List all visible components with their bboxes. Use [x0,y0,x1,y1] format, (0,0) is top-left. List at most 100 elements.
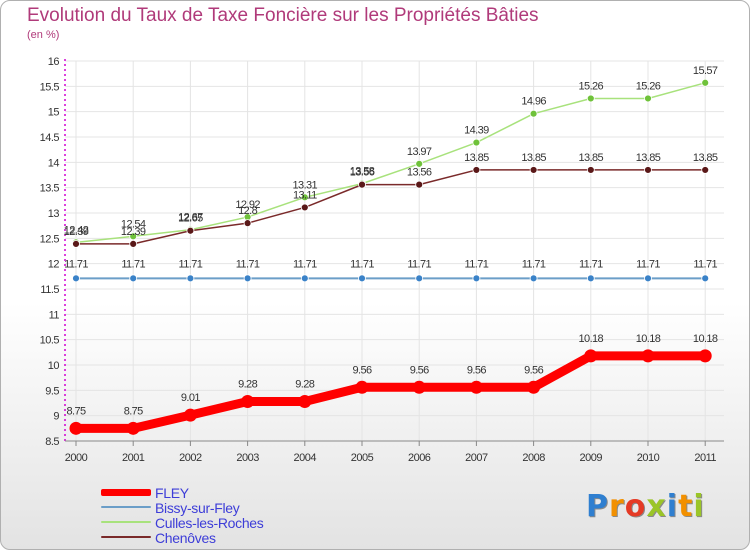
data-point-fley-2000 [69,421,83,435]
data-point-fley-2011 [698,349,712,363]
data-label-culles-les-roches-2003: 12.92 [235,199,260,211]
y-tick-label-11.5: 11.5 [40,284,59,296]
data-label-bissy-sur-fley-2007: 11.71 [465,258,489,270]
x-tick-label-2008: 2008 [522,452,545,464]
data-label-culles-les-roches-2001: 12.54 [121,218,146,230]
data-label-fley-2002: 9.01 [181,392,200,404]
data-point-bissy-sur-fley-2006 [415,274,424,283]
data-point-chenoves-2004 [300,203,309,212]
x-tick-label-2003: 2003 [236,452,259,464]
data-point-culles-les-roches-2004 [300,193,309,202]
data-point-chenoves-2005 [358,180,366,189]
data-point-bissy-sur-fley-2005 [358,274,366,283]
series-line-culles-les-roches [75,82,706,244]
data-label-bissy-sur-fley-2004: 11.71 [293,258,317,270]
data-point-bissy-sur-fley-2010 [644,274,652,283]
data-label-bissy-sur-fley-2003: 11.71 [236,258,260,270]
data-point-culles-les-roches-2011 [701,78,710,87]
data-label-chenoves-2004: 13.11 [293,189,317,201]
data-point-bissy-sur-fley-2007 [472,274,481,283]
data-point-culles-les-roches-2010 [644,94,652,103]
series-line-chenoves [75,169,706,245]
data-label-fley-2010: 10.18 [636,333,661,345]
data-label-chenoves-2007: 13.85 [464,152,489,164]
x-tick-label-2004: 2004 [294,452,317,464]
data-label-bissy-sur-fley-2006: 11.71 [407,258,431,270]
proxiti-logo: Proxiti [586,489,705,524]
data-label-bissy-sur-fley-2009: 11.71 [579,258,603,270]
x-tick-label-2002: 2002 [179,452,202,464]
data-label-culles-les-roches-2000: 12.42 [64,224,89,236]
data-point-bissy-sur-fley-2003 [243,274,252,283]
data-label-fley-2004: 9.28 [295,378,314,390]
logo-letter: P [586,489,609,524]
x-tick-label-2000: 2000 [65,452,88,464]
data-point-chenoves-2009 [586,166,595,174]
legend-label-chenoves: Chenôves [155,530,216,546]
data-point-fley-2008 [527,380,541,394]
data-label-bissy-sur-fley-2000: 11.71 [64,258,88,270]
data-label-fley-2011: 10.18 [693,333,718,345]
chart-title: Evolution du Taux de Taxe Foncière sur l… [27,5,539,26]
data-point-fley-2003 [241,394,255,408]
data-point-fley-2006 [412,380,426,394]
data-point-bissy-sur-fley-2011 [701,274,710,283]
data-label-fley-2009: 10.18 [579,333,604,345]
y-tick-label-13: 13 [48,208,60,220]
data-point-fley-2010 [641,349,655,363]
data-label-culles-les-roches-2010: 15.26 [636,80,661,92]
data-point-chenoves-2006 [415,180,424,189]
data-point-chenoves-2000 [72,240,80,248]
y-tick-label-9.5: 9.5 [45,385,59,397]
logo-letter: x [646,489,667,524]
data-label-culles-les-roches-2004: 13.31 [293,179,318,191]
data-point-fley-2001 [126,421,140,435]
y-tick-label-12.5: 12.5 [40,233,60,245]
data-point-culles-les-roches-2009 [586,94,595,103]
y-tick-label-10: 10 [48,360,60,372]
data-label-chenoves-2000: 12.39 [64,226,89,238]
data-point-chenoves-2011 [701,166,710,174]
data-label-culles-les-roches-2005: 13.58 [350,166,375,178]
chart-subtitle: (en %) [27,29,60,41]
data-point-bissy-sur-fley-2004 [300,274,309,283]
data-label-chenoves-2008: 13.85 [521,152,546,164]
data-label-chenoves-2009: 13.85 [579,152,604,164]
data-point-bissy-sur-fley-2000 [72,274,80,283]
data-label-bissy-sur-fley-2001: 11.71 [121,258,145,270]
data-label-bissy-sur-fley-2008: 11.71 [522,258,546,270]
data-label-chenoves-2010: 13.85 [636,152,661,164]
data-label-bissy-sur-fley-2011: 11.71 [693,258,717,270]
y-tick-label-10.5: 10.5 [40,335,60,347]
data-label-culles-les-roches-2007: 14.39 [464,125,489,137]
x-tick-label-2011: 2011 [694,452,716,464]
legend-label-culles-les-roches: Culles-les-Roches [155,515,264,531]
data-point-chenoves-2007 [472,166,481,174]
x-tick-label-2009: 2009 [580,452,603,464]
data-label-fley-2008: 9.56 [524,364,543,376]
x-tick-label-2001: 2001 [122,452,145,464]
y-tick-label-12: 12 [48,259,60,271]
data-point-bissy-sur-fley-2009 [586,274,595,283]
logo-letter: i [693,489,705,524]
data-label-culles-les-roches-2008: 14.96 [521,96,546,108]
x-tick-label-2006: 2006 [408,452,431,464]
data-label-fley-2003: 9.28 [238,378,257,390]
legend-swatch-bissy-sur-fley [101,506,151,508]
data-point-chenoves-2001 [129,240,138,248]
legend-swatch-culles-les-roches [101,521,151,523]
y-tick-label-9: 9 [53,411,59,423]
series-line-fley [71,351,710,433]
data-point-chenoves-2008 [529,166,538,174]
data-point-culles-les-roches-2007 [472,138,481,147]
y-tick-label-15.5: 15.5 [40,81,60,93]
data-point-fley-2005 [355,380,369,394]
data-point-fley-2009 [584,349,598,363]
data-point-culles-les-roches-2006 [415,159,424,168]
y-tick-label-16: 16 [48,56,60,68]
data-point-bissy-sur-fley-2002 [186,274,195,283]
logo-letter: o [624,489,647,524]
data-point-chenoves-2002 [186,226,195,235]
data-label-bissy-sur-fley-2010: 11.71 [636,258,660,270]
legend-swatch-chenoves [101,536,151,538]
